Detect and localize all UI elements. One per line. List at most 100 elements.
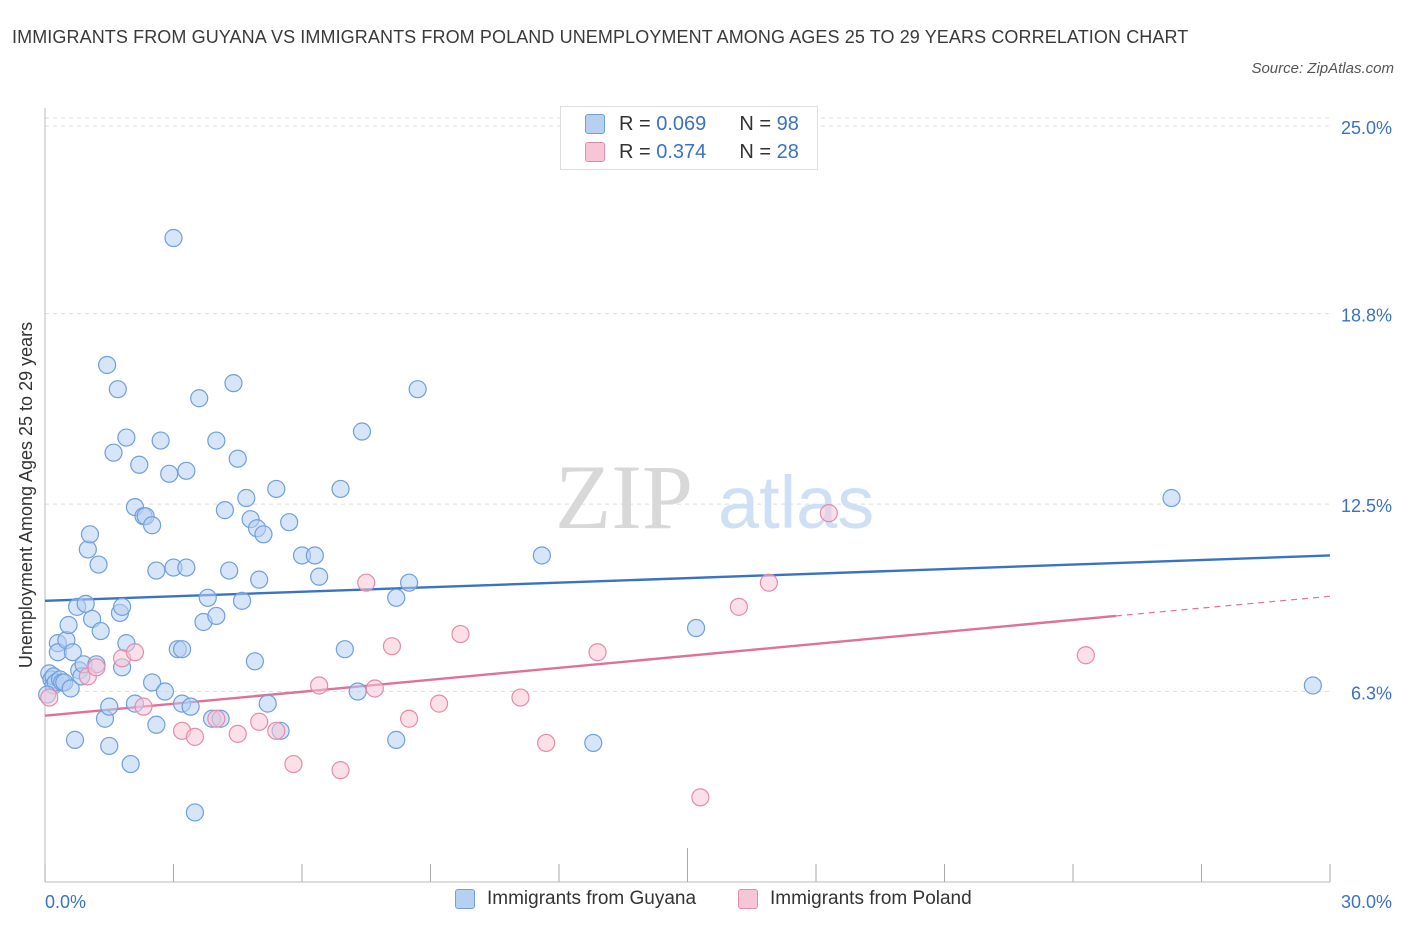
poland-point bbox=[331, 761, 350, 780]
guyana-point bbox=[59, 615, 78, 635]
guyana-point bbox=[100, 697, 119, 716]
guyana-point bbox=[532, 546, 551, 565]
stats-legend: R = 0.069 N = 98 R = 0.374 N = 28 bbox=[560, 106, 818, 170]
guyana-point bbox=[258, 694, 277, 713]
poland-point bbox=[134, 697, 153, 716]
guyana-point bbox=[117, 428, 136, 447]
legend-item-guyana[interactable]: Immigrants from Guyana bbox=[455, 888, 696, 910]
poland-point bbox=[451, 624, 470, 644]
y-tick-label: 18.8% bbox=[1341, 306, 1392, 326]
poland-trendline bbox=[44, 614, 1116, 717]
poland-point bbox=[357, 573, 376, 592]
guyana-point bbox=[91, 621, 110, 641]
guyana-point bbox=[352, 422, 372, 441]
guyana-point bbox=[177, 558, 196, 577]
poland-point bbox=[250, 712, 269, 731]
guyana-point bbox=[584, 733, 603, 753]
guyana-point bbox=[198, 588, 217, 607]
guyana-point bbox=[254, 525, 273, 544]
guyana-point bbox=[98, 355, 117, 375]
source-label: Source: ZipAtlas.com bbox=[1251, 60, 1394, 77]
guyana-point bbox=[172, 640, 192, 659]
guyana-point bbox=[181, 697, 200, 716]
poland-point bbox=[588, 643, 607, 662]
x-tick-label: 30.0% bbox=[1341, 892, 1392, 912]
guyana-point bbox=[224, 374, 243, 393]
poland-point bbox=[511, 688, 530, 707]
guyana-point bbox=[177, 461, 196, 480]
y-tick-label: 12.5% bbox=[1341, 496, 1392, 516]
legend-label-guyana: Immigrants from Guyana bbox=[487, 888, 697, 909]
guyana-point bbox=[207, 606, 226, 626]
guyana-point bbox=[220, 561, 239, 580]
poland-point bbox=[228, 724, 247, 743]
guyana-point bbox=[190, 389, 209, 408]
guyana-point bbox=[130, 455, 149, 474]
guyana-point bbox=[155, 682, 175, 701]
guyana-point bbox=[121, 754, 140, 774]
guyana-point bbox=[61, 679, 80, 698]
poland-point bbox=[365, 679, 384, 698]
guyana-point bbox=[1162, 488, 1181, 508]
poland-point bbox=[125, 643, 145, 662]
r-value: 0.374 bbox=[656, 140, 707, 163]
guyana-point bbox=[250, 570, 269, 589]
guyana-point bbox=[686, 618, 706, 638]
r-label: R = bbox=[619, 140, 651, 163]
poland-point bbox=[40, 688, 59, 707]
guyana-point bbox=[65, 730, 85, 749]
poland-point bbox=[267, 721, 286, 740]
guyana-point bbox=[267, 479, 286, 499]
guyana-legend-swatch bbox=[455, 889, 475, 909]
legend-label-poland: Immigrants from Poland bbox=[770, 888, 972, 909]
guyana-point bbox=[348, 682, 367, 701]
poland-point bbox=[537, 733, 556, 753]
guyana-point bbox=[142, 516, 162, 535]
poland-legend-swatch bbox=[738, 889, 758, 909]
guyana-point bbox=[335, 640, 354, 659]
guyana-point bbox=[164, 228, 183, 248]
guyana-point bbox=[80, 525, 100, 544]
guyana-point bbox=[310, 567, 329, 586]
poland-point bbox=[310, 676, 329, 695]
legend-item-poland[interactable]: Immigrants from Poland bbox=[738, 888, 972, 910]
poland-point bbox=[382, 637, 402, 656]
guyana-point bbox=[331, 479, 350, 499]
poland-point bbox=[819, 504, 838, 523]
guyana-point bbox=[104, 443, 123, 462]
guyana-point bbox=[160, 464, 179, 483]
guyana-point bbox=[147, 715, 166, 734]
poland-point bbox=[759, 573, 778, 592]
y-axis-label: Unemployment Among Ages 25 to 29 years bbox=[16, 322, 36, 668]
guyana-point bbox=[63, 643, 82, 662]
y-tick-label: 6.3% bbox=[1351, 684, 1392, 704]
guyana-point bbox=[78, 540, 97, 559]
poland-point bbox=[185, 727, 205, 746]
stats-row-guyana: R = 0.069 N = 98 bbox=[585, 111, 799, 137]
guyana-point bbox=[76, 594, 95, 613]
poland-point bbox=[399, 709, 419, 728]
x-tick-label: 0.0% bbox=[45, 892, 86, 912]
poland-point bbox=[284, 754, 303, 774]
poland-trendline bbox=[1115, 595, 1331, 617]
poland-point bbox=[729, 597, 749, 616]
guyana-swatch bbox=[585, 114, 605, 134]
guyana-point bbox=[207, 431, 226, 450]
poland-point bbox=[429, 694, 449, 713]
poland-point bbox=[1076, 646, 1095, 665]
guyana-trendline bbox=[44, 554, 1331, 603]
watermark-zip: ZIP bbox=[555, 446, 693, 548]
guyana-point bbox=[387, 588, 406, 607]
guyana-point bbox=[185, 803, 205, 822]
guyana-point bbox=[280, 513, 299, 532]
guyana-point bbox=[151, 431, 170, 450]
poland-point bbox=[87, 658, 106, 677]
poland-point bbox=[207, 709, 226, 728]
guyana-point bbox=[228, 449, 247, 468]
guyana-point bbox=[399, 573, 419, 592]
guyana-point bbox=[387, 730, 406, 749]
guyana-point bbox=[245, 652, 264, 671]
guyana-point bbox=[237, 488, 256, 508]
n-value: 28 bbox=[776, 140, 799, 163]
